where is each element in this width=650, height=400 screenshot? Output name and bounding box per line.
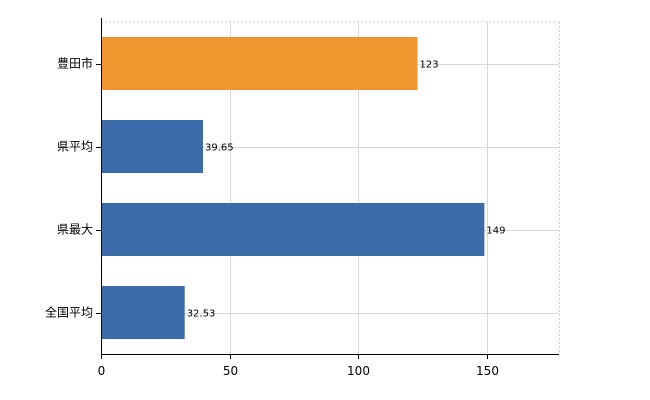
x-tick-label: 100 (347, 364, 370, 378)
labels: 123 豊田市 39.65 県平均 149 県最大 32.53 全国平均 0 50 100 150 (45, 56, 505, 379)
category-label: 全国平均 (45, 305, 93, 320)
bar-series (101, 37, 485, 339)
x-tick-label: 150 (476, 364, 499, 378)
bar (101, 120, 204, 173)
data-label: 123 (419, 60, 438, 71)
data-label: 39.65 (205, 143, 234, 154)
data-label: 32.53 (187, 309, 216, 320)
bar (101, 286, 185, 339)
category-label: 県最大 (57, 223, 93, 237)
category-label: 県平均 (57, 140, 93, 154)
axes (96, 18, 559, 359)
data-label: 149 (486, 226, 505, 237)
x-tick-label: 50 (223, 364, 238, 378)
bar (101, 203, 485, 256)
bar (101, 37, 418, 90)
category-label: 豊田市 (57, 56, 93, 71)
x-tick-label: 0 (98, 364, 106, 378)
